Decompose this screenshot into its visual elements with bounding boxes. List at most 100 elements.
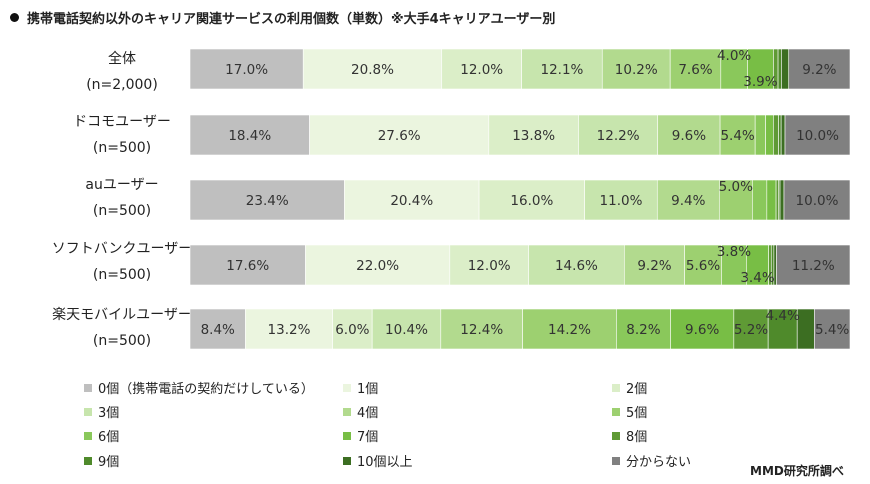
bar-segment bbox=[656, 179, 720, 221]
category-label: ドコモユーザー bbox=[73, 114, 171, 130]
legend-label: 1個 bbox=[357, 382, 379, 397]
legend-item: 5個 bbox=[612, 402, 647, 421]
data-label: 5.0% bbox=[719, 179, 753, 195]
bar-segment bbox=[780, 114, 786, 156]
data-label: 18.4% bbox=[228, 128, 271, 144]
legend-label: 10個以上 bbox=[357, 455, 413, 470]
legend-swatch-icon bbox=[343, 408, 351, 416]
data-label: 14.6% bbox=[555, 258, 598, 274]
bar-segment bbox=[189, 179, 345, 221]
legend-item: 4個 bbox=[343, 402, 378, 421]
data-label: 10.2% bbox=[615, 62, 658, 78]
chart-title-text: 携帯電話契約以外のキャリア関連サービスの利用個数（単数）※大手4キャリアユーザー… bbox=[27, 12, 556, 27]
legend-swatch-icon bbox=[343, 432, 351, 440]
data-label: 11.2% bbox=[792, 258, 835, 274]
legend-item: 7個 bbox=[343, 426, 378, 445]
legend-item: 1個 bbox=[343, 378, 378, 397]
legend-swatch-icon bbox=[612, 432, 620, 440]
bar-segment bbox=[788, 48, 851, 90]
legend-swatch-icon bbox=[343, 457, 351, 465]
bar-segment bbox=[521, 48, 603, 90]
data-label: 3.8% bbox=[717, 244, 751, 260]
data-label: 9.2% bbox=[802, 62, 836, 78]
data-label: 10.0% bbox=[796, 193, 839, 209]
category-label: auユーザー bbox=[85, 177, 158, 193]
bar-segment bbox=[684, 244, 722, 286]
data-label: 20.8% bbox=[351, 62, 394, 78]
data-label: 5.2% bbox=[734, 322, 768, 338]
bar-segment bbox=[440, 308, 523, 350]
legend-item: 8個 bbox=[612, 426, 647, 445]
legend-swatch-icon bbox=[84, 432, 92, 440]
data-label: 11.0% bbox=[600, 193, 643, 209]
legend-item: 分からない bbox=[612, 451, 691, 470]
bar-segment bbox=[766, 179, 777, 221]
category-sample-size: (n=500) bbox=[93, 140, 151, 156]
data-label: 17.6% bbox=[226, 258, 269, 274]
data-label: 12.4% bbox=[460, 322, 503, 338]
data-label: 20.4% bbox=[390, 193, 433, 209]
bar-segment bbox=[189, 48, 304, 90]
bar-segment bbox=[578, 114, 659, 156]
bar-segment bbox=[773, 114, 779, 156]
data-label: 12.1% bbox=[541, 62, 584, 78]
data-label: 3.9% bbox=[743, 74, 777, 90]
bar-segment bbox=[441, 48, 522, 90]
bar-segment bbox=[781, 48, 790, 90]
bar-segment bbox=[616, 308, 671, 350]
legend-item: 2個 bbox=[612, 378, 647, 397]
bar-segment bbox=[767, 308, 798, 350]
legend-item: 9個 bbox=[84, 451, 119, 470]
data-label: 13.8% bbox=[512, 128, 555, 144]
chart-title: 携帯電話契約以外のキャリア関連サービスの利用個数（単数）※大手4キャリアユーザー… bbox=[10, 8, 555, 27]
data-label: 9.6% bbox=[672, 128, 706, 144]
bar-segment bbox=[765, 114, 774, 156]
legend-item: 3個 bbox=[84, 402, 119, 421]
bar-segment bbox=[777, 48, 782, 90]
bar-segment bbox=[670, 308, 735, 350]
data-label: 10.4% bbox=[385, 322, 428, 338]
legend-label: 5個 bbox=[626, 406, 648, 421]
data-label: 9.4% bbox=[671, 193, 705, 209]
bar-segment bbox=[522, 308, 617, 350]
bar-segment bbox=[720, 48, 748, 90]
bar-segment bbox=[775, 179, 780, 221]
data-label: 12.0% bbox=[460, 62, 503, 78]
bar-segment bbox=[189, 114, 310, 156]
bar-segment bbox=[624, 244, 685, 286]
bar-segment bbox=[332, 308, 373, 350]
category-label: 楽天モバイルユーザー bbox=[52, 307, 192, 323]
bar-segment bbox=[189, 308, 246, 350]
bar-segment bbox=[657, 114, 721, 156]
category-sample-size: (n=500) bbox=[93, 203, 151, 219]
bar-segment bbox=[752, 179, 768, 221]
data-label: 10.0% bbox=[796, 128, 839, 144]
bar-segment bbox=[719, 114, 756, 156]
bar-segment bbox=[305, 244, 451, 286]
legend-label: 9個 bbox=[98, 455, 120, 470]
bar-segment bbox=[189, 244, 306, 286]
data-label: 17.0% bbox=[225, 62, 268, 78]
bar-segment bbox=[344, 179, 480, 221]
legend-item: 0個（携帯電話の契約だけしている） bbox=[84, 378, 314, 397]
bar-segment bbox=[478, 179, 585, 221]
data-label: 8.4% bbox=[201, 322, 235, 338]
data-label: 8.2% bbox=[626, 322, 660, 338]
data-label: 12.2% bbox=[597, 128, 640, 144]
data-label: 16.0% bbox=[510, 193, 553, 209]
category-label: ソフトバンクユーザー bbox=[52, 241, 192, 257]
bullet-dot-icon bbox=[10, 13, 19, 22]
bar-segment bbox=[721, 244, 747, 286]
data-label: 23.4% bbox=[246, 193, 289, 209]
data-label: 22.0% bbox=[356, 258, 399, 274]
data-label: 6.0% bbox=[335, 322, 369, 338]
legend-label: 6個 bbox=[98, 430, 120, 445]
legend-label: 4個 bbox=[357, 406, 379, 421]
data-label: 4.0% bbox=[717, 48, 751, 64]
bar-segment bbox=[371, 308, 442, 350]
data-label: 9.6% bbox=[685, 322, 719, 338]
category-label: 全体 bbox=[108, 50, 136, 67]
legend-swatch-icon bbox=[84, 408, 92, 416]
legend-swatch-icon bbox=[612, 408, 620, 416]
legend-label: 7個 bbox=[357, 430, 379, 445]
